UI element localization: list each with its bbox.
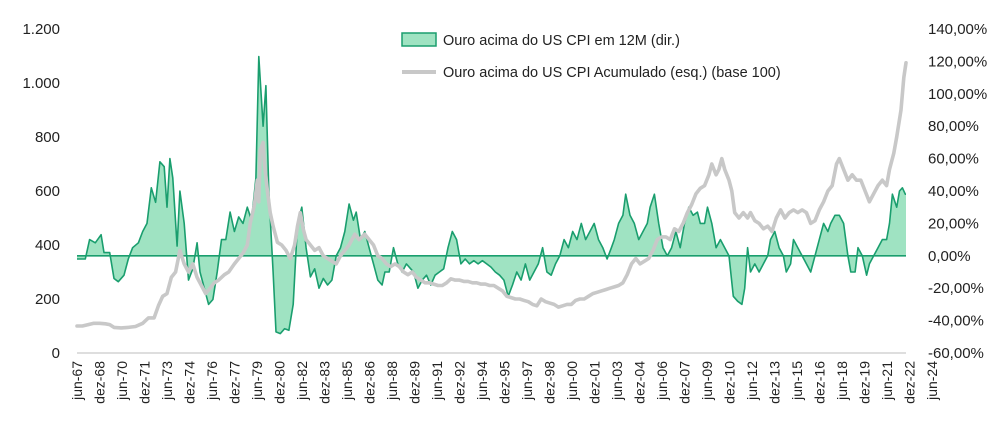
right-tick-label: 120,00% xyxy=(928,53,987,70)
right-tick-label: -20,00% xyxy=(928,280,984,297)
x-tick-label: dez-86 xyxy=(362,361,378,404)
x-tick-label: dez-74 xyxy=(182,361,198,404)
x-axis-ticks: jun-67 dez-68 jun-70 dez-71 jun-73 dez-74 jun-… xyxy=(69,361,940,404)
right-tick-label: 0,00% xyxy=(928,248,971,265)
right-tick-label: 20,00% xyxy=(928,215,979,232)
x-tick-label: jun-79 xyxy=(249,361,265,401)
x-tick-label: dez-83 xyxy=(317,361,333,404)
x-tick-label: dez-89 xyxy=(407,361,423,404)
x-tick-label: jun-21 xyxy=(879,361,895,401)
x-tick-label: jun-06 xyxy=(654,361,670,401)
x-tick-label: dez-16 xyxy=(812,361,828,404)
plot-area xyxy=(75,55,908,335)
left-tick-label: 1.000 xyxy=(22,75,60,92)
legend-swatch-area xyxy=(401,32,437,47)
x-tick-label: jun-12 xyxy=(744,361,760,401)
x-tick-label: jun-97 xyxy=(519,361,535,401)
x-tick-label: jun-88 xyxy=(384,361,400,401)
left-tick-label: 400 xyxy=(35,237,60,254)
right-tick-label: 100,00% xyxy=(928,86,987,103)
legend: Ouro acima do US CPI em 12M (dir.) Ouro … xyxy=(401,32,781,81)
left-tick-label: 1.200 xyxy=(22,21,60,38)
x-tick-label: jun-94 xyxy=(474,361,490,401)
x-tick-label: dez-13 xyxy=(767,361,783,404)
x-tick-label: dez-22 xyxy=(902,361,918,404)
left-tick-label: 600 xyxy=(35,183,60,200)
x-tick-label: jun-24 xyxy=(924,361,940,401)
x-tick-label: dez-92 xyxy=(452,361,468,404)
left-tick-label: 800 xyxy=(35,129,60,146)
x-tick-label: jun-73 xyxy=(159,361,175,401)
left-axis-ticks: 0 200 400 600 800 1.000 1.200 xyxy=(22,21,60,362)
x-tick-label: jun-67 xyxy=(69,361,85,401)
cumulative-line xyxy=(75,61,908,330)
x-tick-label: jun-15 xyxy=(789,361,805,401)
x-tick-label: dez-80 xyxy=(272,361,288,404)
right-tick-label: -40,00% xyxy=(928,313,984,330)
right-tick-label: 80,00% xyxy=(928,118,979,135)
x-tick-label: jun-09 xyxy=(699,361,715,401)
x-tick-label: dez-95 xyxy=(497,361,513,404)
x-tick-label: dez-07 xyxy=(677,361,693,404)
x-tick-label: jun-70 xyxy=(114,361,130,401)
x-tick-label: jun-82 xyxy=(294,361,310,401)
right-axis-ticks: -60,00% -40,00% -20,00% 0,00% 20,00% 40,00% 60… xyxy=(928,21,987,362)
x-tick-label: jun-03 xyxy=(609,361,625,401)
x-tick-label: dez-10 xyxy=(722,361,738,404)
left-tick-label: 0 xyxy=(52,345,60,362)
x-tick-label: jun-76 xyxy=(204,361,220,401)
x-tick-label: dez-77 xyxy=(227,361,243,404)
x-tick-label: dez-71 xyxy=(137,361,153,404)
area-12m-fill xyxy=(77,56,906,334)
right-tick-label: 40,00% xyxy=(928,183,979,200)
x-tick-label: jun-18 xyxy=(834,361,850,401)
x-tick-label: dez-01 xyxy=(587,361,603,404)
area-12m-line xyxy=(77,55,907,335)
right-tick-label: -60,00% xyxy=(928,345,984,362)
x-tick-label: dez-98 xyxy=(542,361,558,404)
legend-label-area: Ouro acima do US CPI em 12M (dir.) xyxy=(443,33,680,49)
x-tick-label: dez-04 xyxy=(632,361,648,404)
legend-label-cumulative: Ouro acima do US CPI Acumulado (esq.) (b… xyxy=(443,65,781,81)
x-tick-label: dez-19 xyxy=(857,361,873,404)
right-tick-label: 140,00% xyxy=(928,21,987,38)
x-tick-label: jun-85 xyxy=(339,361,355,401)
x-tick-label: jun-91 xyxy=(429,361,445,401)
left-tick-label: 200 xyxy=(35,291,60,308)
right-tick-label: 60,00% xyxy=(928,151,979,168)
x-tick-label: dez-68 xyxy=(92,361,108,404)
x-tick-label: jun-00 xyxy=(564,361,580,401)
